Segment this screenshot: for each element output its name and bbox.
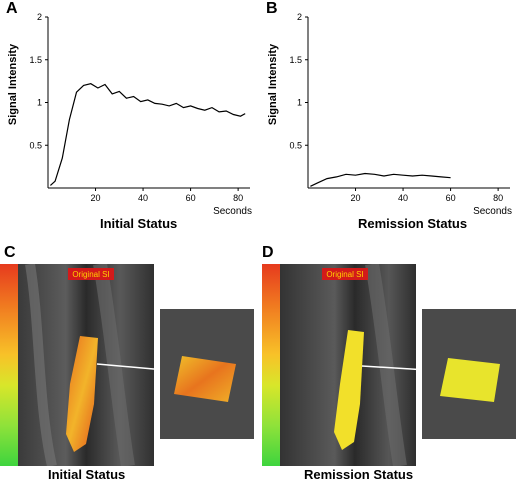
zoom-vertebra-overlay (174, 356, 236, 402)
colorbar (262, 264, 280, 466)
signal-intensity-line (310, 172, 451, 187)
overlay-label-bg (322, 268, 368, 280)
mri-remission-panel: Original SI (262, 264, 516, 466)
panel-letter-a: A (6, 0, 18, 17)
y-axis-label: Signal Intensity (267, 43, 279, 125)
overlay-label-bg (68, 268, 114, 280)
x-tick-label: 60 (186, 193, 196, 203)
y-tick-label: 0.5 (289, 140, 302, 150)
panel-letter-d: D (262, 244, 274, 261)
x-tick-label: 80 (493, 193, 503, 203)
x-unit-label: Seconds (473, 206, 512, 217)
caption-initial-status-image: Initial Status (48, 467, 126, 482)
y-tick-label: 1.5 (29, 55, 42, 65)
panel-letter-c: C (4, 244, 16, 261)
y-tick-label: 2 (37, 12, 42, 22)
mri-initial-panel: Original SI (0, 264, 254, 466)
overlay-label: Original SI (326, 270, 363, 279)
caption-remission-status-chart: Remission Status (358, 216, 468, 231)
y-tick-label: 1 (37, 98, 42, 108)
x-tick-label: 20 (351, 193, 361, 203)
y-tick-label: 1 (297, 98, 302, 108)
caption-remission-status-image: Remission Status (304, 467, 414, 482)
panel-letter-b: B (266, 0, 278, 17)
x-tick-label: 40 (398, 193, 408, 203)
y-tick-label: 1.5 (289, 55, 302, 65)
caption-initial-status-chart: Initial Status (100, 216, 178, 231)
x-unit-label: Seconds (213, 206, 252, 217)
x-tick-label: 40 (138, 193, 148, 203)
vertebra-overlay (334, 330, 364, 450)
x-tick-label: 80 (233, 193, 243, 203)
vertebra-overlay (66, 336, 98, 452)
mri-tissue-shape (93, 264, 135, 466)
zoom-arrow (361, 365, 428, 371)
signal-intensity-line (50, 83, 246, 186)
chart-initial-signal-intensity: 0.5 1 1.5 2 20 40 60 80 Seconds Signal Intensity (7, 12, 252, 217)
x-tick-label: 60 (446, 193, 456, 203)
zoom-vertebra-overlay (440, 358, 500, 402)
colorbar (0, 264, 18, 466)
chart-remission-signal-intensity: 0.5 1 1.5 2 20 40 60 80 Seconds Signal Intensity (267, 12, 512, 217)
x-tick-label: 20 (91, 193, 101, 203)
overlay-label: Original SI (72, 270, 109, 279)
y-axis-label: Signal Intensity (7, 43, 19, 125)
y-tick-label: 2 (297, 12, 302, 22)
y-tick-label: 0.5 (29, 140, 42, 150)
mri-tissue-shape (25, 264, 57, 466)
zoom-arrow (96, 363, 166, 371)
